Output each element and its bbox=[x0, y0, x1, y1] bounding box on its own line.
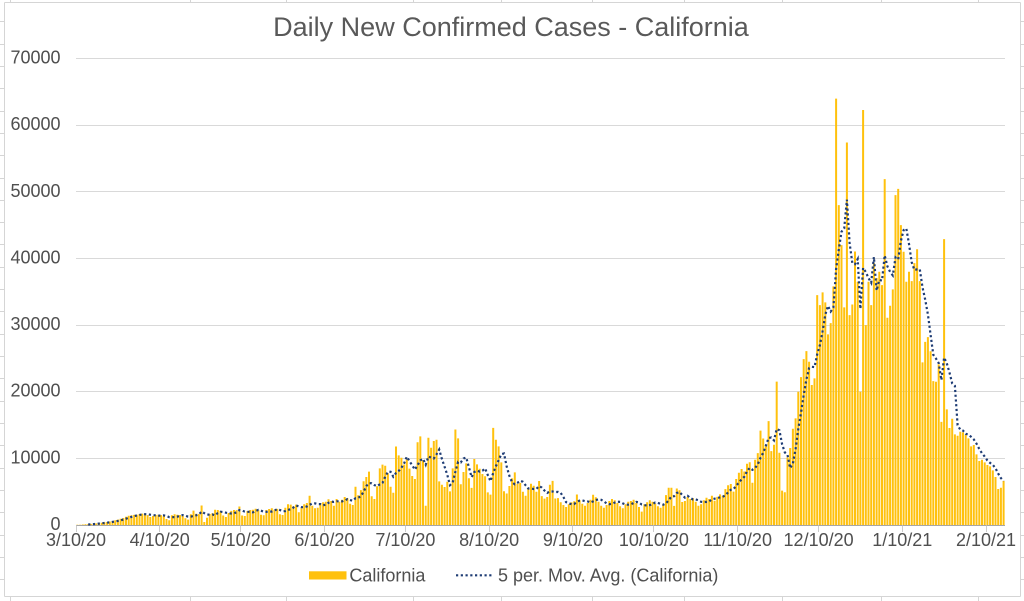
svg-text:0: 0 bbox=[50, 514, 60, 534]
svg-text:30000: 30000 bbox=[10, 314, 60, 334]
svg-text:10000: 10000 bbox=[10, 447, 60, 467]
svg-text:40000: 40000 bbox=[10, 247, 60, 267]
svg-text:5 per. Mov. Avg. (California): 5 per. Mov. Avg. (California) bbox=[498, 565, 718, 585]
svg-text:1/10/21: 1/10/21 bbox=[872, 530, 932, 550]
svg-text:60000: 60000 bbox=[10, 114, 60, 134]
svg-text:7/10/20: 7/10/20 bbox=[375, 530, 435, 550]
svg-text:12/10/20: 12/10/20 bbox=[784, 530, 854, 550]
svg-text:6/10/20: 6/10/20 bbox=[294, 530, 354, 550]
svg-text:20000: 20000 bbox=[10, 381, 60, 401]
svg-text:4/10/20: 4/10/20 bbox=[130, 530, 190, 550]
svg-text:2/10/21: 2/10/21 bbox=[956, 530, 1016, 550]
svg-text:Daily New Confirmed Cases - Ca: Daily New Confirmed Cases - California bbox=[273, 12, 750, 42]
svg-text:50000: 50000 bbox=[10, 181, 60, 201]
svg-text:11/10/20: 11/10/20 bbox=[703, 530, 772, 550]
svg-text:9/10/20: 9/10/20 bbox=[543, 530, 603, 550]
svg-text:3/10/20: 3/10/20 bbox=[46, 530, 106, 550]
svg-text:10/10/20: 10/10/20 bbox=[619, 530, 689, 550]
svg-text:70000: 70000 bbox=[10, 48, 60, 68]
svg-text:California: California bbox=[349, 565, 426, 585]
svg-text:5/10/20: 5/10/20 bbox=[211, 530, 271, 550]
svg-text:8/10/20: 8/10/20 bbox=[459, 530, 519, 550]
